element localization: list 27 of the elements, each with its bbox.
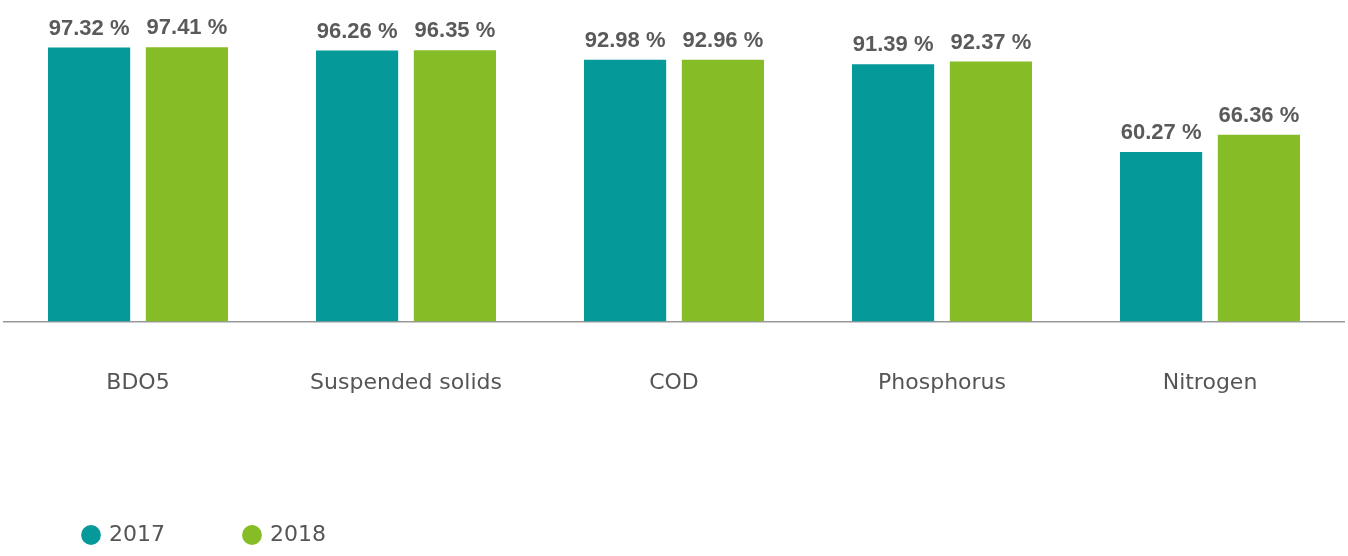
bar bbox=[1120, 151, 1203, 322]
bar bbox=[584, 59, 667, 322]
x-tick-label: Phosphorus bbox=[878, 368, 1006, 394]
data-label: 91.39 % bbox=[852, 31, 934, 57]
legend-label: 2017 bbox=[109, 520, 165, 546]
data-label: 92.98 % bbox=[584, 26, 666, 52]
bar bbox=[1217, 134, 1300, 322]
x-tick-label: Suspended solids bbox=[310, 368, 502, 394]
data-label: 92.37 % bbox=[950, 28, 1032, 54]
legend-label: 2018 bbox=[269, 520, 326, 546]
data-label: 96.35 % bbox=[414, 17, 496, 43]
data-label: 97.41 % bbox=[146, 14, 228, 40]
bar bbox=[413, 50, 496, 322]
bar bbox=[949, 61, 1032, 322]
data-label: 92.96 % bbox=[682, 26, 764, 52]
bar bbox=[145, 47, 228, 322]
x-tick-label: BDO5 bbox=[106, 368, 170, 394]
data-label: 96.26 % bbox=[316, 17, 398, 43]
data-label: 66.36 % bbox=[1218, 101, 1300, 127]
bar bbox=[48, 47, 131, 322]
bar bbox=[681, 59, 764, 322]
x-tick-label: COD bbox=[649, 368, 699, 394]
data-label: 60.27 % bbox=[1120, 118, 1202, 144]
bar bbox=[852, 64, 935, 322]
x-tick-label: Nitrogen bbox=[1162, 368, 1258, 394]
data-label: 97.32 % bbox=[48, 14, 130, 40]
bar bbox=[316, 50, 399, 322]
